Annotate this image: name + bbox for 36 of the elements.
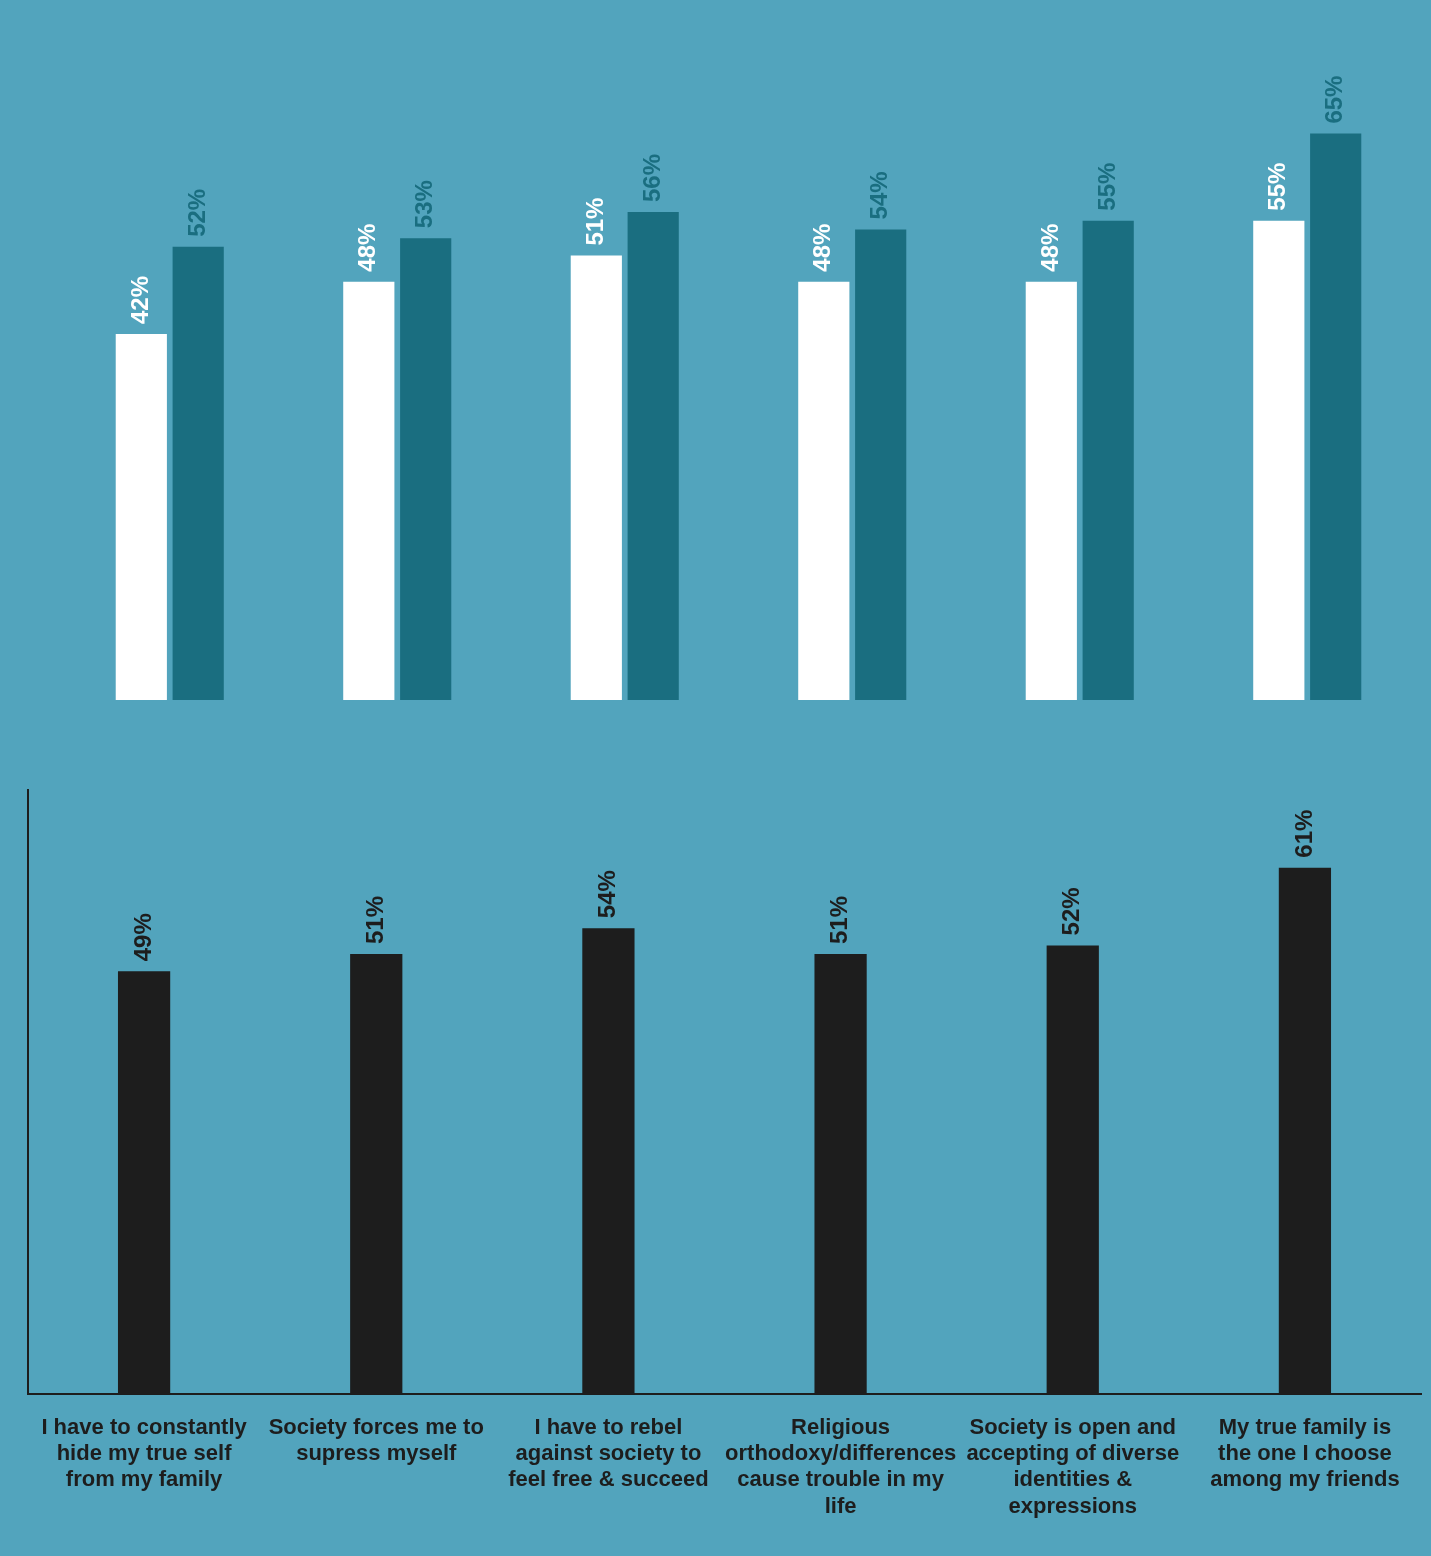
x-tick-label: Religious orthodoxy/differences cause trouble in my life [725, 1413, 957, 1518]
bar [115, 334, 167, 700]
bar [172, 246, 224, 700]
x-tick-label: I have to constantly hide my true self from my family [41, 1413, 248, 1492]
bar [855, 229, 907, 700]
data-label: 53% [410, 180, 438, 229]
x-tick-label: I have to rebel against society to feel free & succeed [508, 1413, 709, 1492]
bar [570, 255, 622, 700]
bar [1025, 281, 1077, 700]
bar [1253, 220, 1305, 700]
x-tick-label: Society forces me to supress myself [268, 1413, 484, 1466]
bar [627, 212, 679, 700]
bar [1310, 133, 1362, 700]
data-label: 55% [1092, 162, 1120, 211]
data-label: 48% [353, 223, 381, 272]
data-label: 55% [1263, 162, 1291, 211]
data-label: 42% [125, 275, 153, 324]
bar [798, 281, 850, 700]
data-label: 54% [865, 171, 893, 220]
bar [400, 238, 452, 700]
data-label: 54% [593, 870, 621, 919]
data-label: 51% [360, 896, 388, 945]
bar [1082, 220, 1134, 700]
data-label: 48% [1035, 223, 1063, 272]
data-label: 61% [1289, 809, 1317, 858]
data-label: 56% [637, 153, 665, 202]
x-tick-label: Society is open and accepting of diverse identities & expressions [966, 1413, 1180, 1518]
data-label: 49% [128, 913, 156, 962]
data-label: 65% [1320, 75, 1348, 124]
data-label: 52% [182, 188, 210, 237]
x-tick-label: My true family is the one I choose among my friends [1210, 1413, 1400, 1492]
bar [343, 281, 395, 700]
data-label: 52% [1057, 887, 1085, 936]
data-label: 48% [808, 223, 836, 272]
data-label: 51% [580, 197, 608, 246]
data-label: 51% [825, 896, 853, 945]
